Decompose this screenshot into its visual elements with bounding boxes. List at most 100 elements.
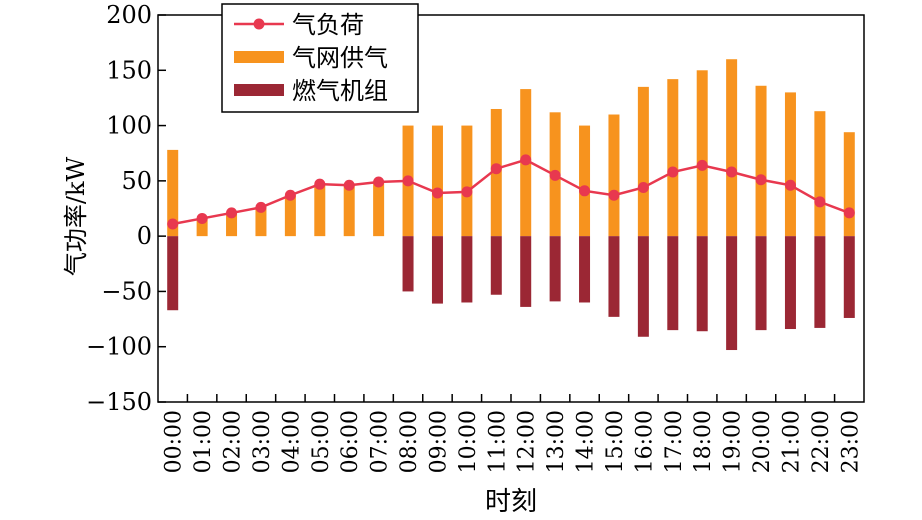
x-tick-label: 22:00 xyxy=(809,410,834,473)
bar xyxy=(461,236,473,303)
x-tick-label: 15:00 xyxy=(603,410,628,473)
line-point xyxy=(608,189,620,201)
line-point xyxy=(196,212,208,224)
bar xyxy=(226,212,238,237)
bar xyxy=(843,236,855,318)
line-point xyxy=(696,159,708,171)
x-tick-label: 01:00 xyxy=(191,410,216,473)
y-tick-label: 0 xyxy=(137,222,152,250)
x-tick-label: 21:00 xyxy=(779,410,804,473)
bar xyxy=(549,236,561,302)
line-point xyxy=(343,179,355,191)
bar xyxy=(696,236,708,332)
x-tick-label: 17:00 xyxy=(662,410,687,473)
x-tick-label: 12:00 xyxy=(515,410,540,473)
y-tick-label: 50 xyxy=(121,167,152,195)
legend-swatch xyxy=(234,84,284,96)
x-tick-label: 10:00 xyxy=(456,410,481,473)
bar xyxy=(814,236,826,328)
line-point xyxy=(431,187,443,199)
bar xyxy=(196,218,208,237)
bar xyxy=(726,59,738,237)
bar xyxy=(608,236,620,317)
line-point xyxy=(726,166,738,178)
line-point xyxy=(784,179,796,191)
legend-swatch xyxy=(234,51,284,63)
x-tick-label: 11:00 xyxy=(485,410,510,473)
bar xyxy=(431,125,443,237)
axes: −150 −100 −50 0 50 100 150 200 00:00 01:00 02:00 03… xyxy=(86,1,865,473)
bar xyxy=(490,236,502,295)
x-tick-label: 23:00 xyxy=(838,410,863,473)
bar xyxy=(696,70,708,237)
bar xyxy=(167,236,179,311)
legend-label: 气网供气 xyxy=(292,44,388,72)
bar xyxy=(784,236,796,330)
bar xyxy=(402,236,414,292)
bar xyxy=(784,92,796,237)
bar xyxy=(167,149,179,237)
line-point xyxy=(373,176,385,188)
line-point xyxy=(314,178,326,190)
line-point xyxy=(520,154,532,166)
legend-label: 燃气机组 xyxy=(292,77,388,105)
line-point xyxy=(167,218,179,230)
legend-swatch xyxy=(253,18,265,30)
line-point xyxy=(814,196,826,208)
bar xyxy=(255,207,267,237)
x-tick-label: 05:00 xyxy=(309,410,334,473)
bar xyxy=(843,132,855,237)
y-axis-label: 气功率/kW xyxy=(62,157,90,277)
line-point xyxy=(226,207,238,219)
bar xyxy=(284,195,296,237)
line-point xyxy=(637,181,649,193)
bar xyxy=(579,125,591,237)
bar xyxy=(461,125,473,237)
line-point xyxy=(490,163,502,175)
y-tick-label: −50 xyxy=(101,277,152,305)
line-point xyxy=(549,169,561,181)
legend-label: 气负荷 xyxy=(292,11,364,39)
line-layer xyxy=(167,154,855,230)
bar xyxy=(667,236,679,331)
bar xyxy=(637,236,649,337)
bar xyxy=(373,181,385,237)
y-tick-label: 200 xyxy=(106,1,152,29)
line-point xyxy=(284,189,296,201)
x-tick-label: 06:00 xyxy=(338,410,363,473)
line-point xyxy=(843,207,855,219)
x-tick-label: 00:00 xyxy=(162,410,187,473)
x-tick-label: 18:00 xyxy=(691,410,716,473)
bar xyxy=(343,185,355,237)
x-tick-label: 04:00 xyxy=(279,410,304,473)
y-tick-label: 150 xyxy=(106,56,152,84)
bar xyxy=(520,236,532,307)
x-tick-label: 19:00 xyxy=(721,410,746,473)
bar xyxy=(431,236,443,304)
line-point xyxy=(402,175,414,187)
y-tick-label: −100 xyxy=(86,333,152,361)
bar xyxy=(314,184,326,237)
y-tick-label: −150 xyxy=(86,388,152,416)
x-tick-label: 20:00 xyxy=(750,410,775,473)
bar xyxy=(755,85,767,237)
x-tick-label: 14:00 xyxy=(574,410,599,473)
x-tick-label: 09:00 xyxy=(426,410,451,473)
line-point xyxy=(579,185,591,197)
x-tick-label: 02:00 xyxy=(221,410,246,473)
bar xyxy=(579,236,591,303)
bar xyxy=(608,114,620,237)
bar xyxy=(726,236,738,351)
line-point xyxy=(461,186,473,198)
x-tick-label: 03:00 xyxy=(250,410,275,473)
bar xyxy=(637,86,649,237)
line-point xyxy=(667,166,679,178)
line-series xyxy=(172,158,850,226)
bar xyxy=(667,79,679,237)
line-point xyxy=(755,174,767,186)
x-tick-label: 13:00 xyxy=(544,410,569,473)
bar xyxy=(755,236,767,331)
x-tick-label: 16:00 xyxy=(632,410,657,473)
